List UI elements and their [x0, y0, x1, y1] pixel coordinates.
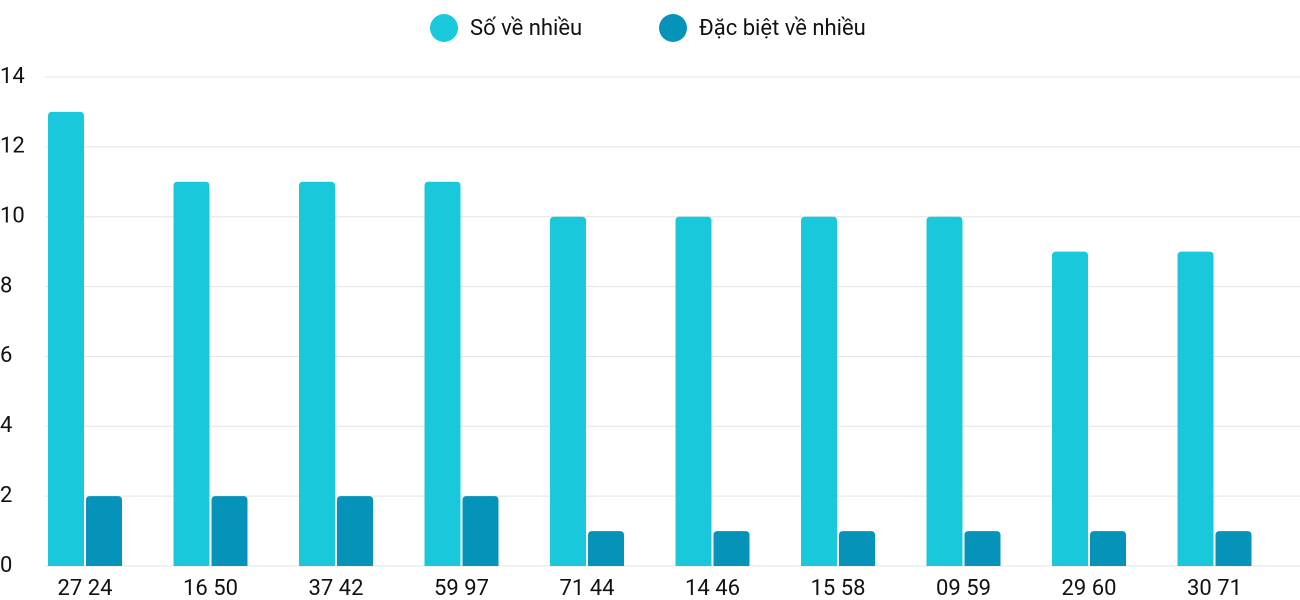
bar — [299, 181, 335, 567]
bar — [86, 496, 122, 566]
x-tick-label: 16 50 — [183, 576, 238, 600]
bar — [1052, 251, 1088, 566]
y-tick-label: 10 — [0, 204, 25, 229]
bar — [462, 496, 499, 566]
bar — [839, 531, 875, 566]
legend-marker — [430, 14, 458, 42]
bar — [1177, 251, 1214, 566]
x-tick-label: 30 71 — [1187, 576, 1242, 600]
bar — [1215, 531, 1252, 566]
bar — [550, 216, 586, 566]
y-tick-label: 14 — [0, 64, 25, 89]
x-tick-label: 09 59 — [936, 576, 991, 600]
x-tick-label: 29 60 — [1062, 576, 1117, 600]
x-tick-label: 59 97 — [434, 576, 489, 600]
x-tick-label: 14 46 — [685, 576, 740, 600]
legend-label: Đặc biệt về nhiều — [699, 16, 866, 41]
y-tick-label: 6 — [0, 343, 12, 368]
x-tick-label: 71 44 — [560, 576, 615, 600]
bar — [964, 531, 1001, 566]
bar — [1090, 531, 1126, 566]
bar — [713, 531, 750, 566]
bar — [337, 496, 373, 566]
x-tick-label: 37 42 — [309, 576, 364, 600]
bar — [211, 496, 248, 566]
y-tick-label: 12 — [0, 134, 25, 159]
bar — [801, 216, 837, 566]
y-tick-label: 8 — [0, 273, 12, 298]
legend-marker — [659, 14, 687, 42]
bar — [588, 531, 624, 566]
y-tick-label: 0 — [0, 553, 12, 578]
bar — [926, 216, 963, 566]
x-tick-label: 15 58 — [811, 576, 866, 600]
bar — [424, 181, 461, 567]
y-tick-label: 2 — [0, 483, 12, 508]
y-tick-label: 4 — [0, 413, 12, 438]
bar — [173, 181, 210, 567]
bar — [675, 216, 712, 566]
legend-label: Số về nhiều — [470, 16, 582, 41]
bar — [48, 111, 84, 566]
x-tick-label: 27 24 — [58, 576, 113, 600]
